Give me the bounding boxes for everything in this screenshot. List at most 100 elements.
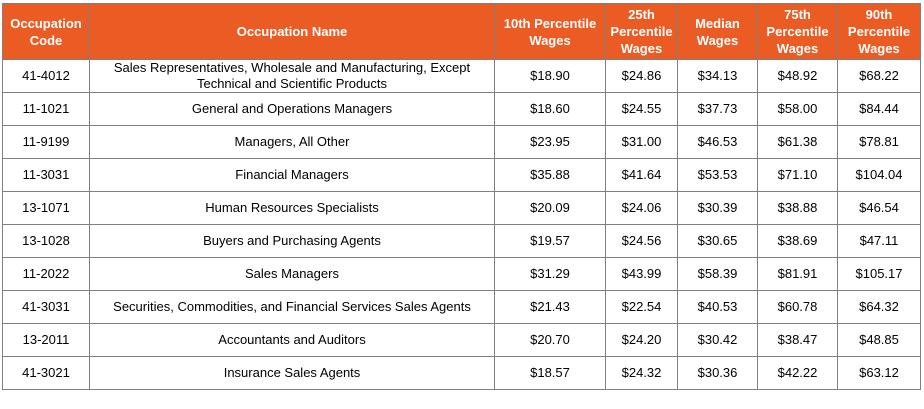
cell-75th-percentile: $58.00 — [757, 92, 838, 126]
cell-75th-percentile: $48.92 — [757, 59, 838, 93]
cell-25th-percentile: $24.86 — [605, 59, 678, 93]
cell-75th-percentile: $61.38 — [757, 125, 838, 159]
cell-occupation-code: 41-4012 — [2, 59, 90, 93]
table-row: 13-1071 Human Resources Specialists $20.… — [2, 191, 921, 225]
header-line: 75th — [784, 7, 811, 22]
table-row: 11-2022 Sales Managers $31.29 $43.99 $58… — [2, 257, 921, 291]
cell-25th-percentile: $24.56 — [605, 224, 678, 258]
cell-90th-percentile: $46.54 — [837, 191, 921, 225]
table-row: 13-2011 Accountants and Auditors $20.70 … — [2, 323, 921, 357]
cell-25th-percentile: $24.20 — [605, 323, 678, 357]
header-75th-percentile: 75th Percentile Wages — [757, 3, 838, 60]
cell-median: $40.53 — [677, 290, 758, 324]
table-row: 11-3031 Financial Managers $35.88 $41.64… — [2, 158, 921, 192]
header-25th-percentile: 25th Percentile Wages — [605, 3, 678, 60]
cell-75th-percentile: $71.10 — [757, 158, 838, 192]
cell-occupation-code: 11-3031 — [2, 158, 90, 192]
cell-10th-percentile: $20.70 — [494, 323, 606, 357]
cell-90th-percentile: $84.44 — [837, 92, 921, 126]
cell-occupation-name: Human Resources Specialists — [89, 191, 495, 225]
cell-median: $30.36 — [677, 356, 758, 390]
header-line: Wages — [776, 41, 819, 56]
header-10th-percentile: 10th Percentile Wages — [494, 3, 606, 60]
cell-median: $30.39 — [677, 191, 758, 225]
cell-occupation-name: Financial Managers — [89, 158, 495, 192]
cell-10th-percentile: $18.90 — [494, 59, 606, 93]
cell-occupation-name: Securities, Commodities, and Financial S… — [89, 290, 495, 324]
header-line: Code — [29, 32, 63, 48]
header-line: Percentile — [847, 24, 911, 39]
cell-occupation-code: 41-3031 — [2, 290, 90, 324]
cell-75th-percentile: $42.22 — [757, 356, 838, 390]
cell-90th-percentile: $105.17 — [837, 257, 921, 291]
header-line: Wages — [529, 32, 571, 48]
cell-90th-percentile: $68.22 — [837, 59, 921, 93]
cell-75th-percentile: $81.91 — [757, 257, 838, 291]
cell-occupation-name: Accountants and Auditors — [89, 323, 495, 357]
cell-10th-percentile: $20.09 — [494, 191, 606, 225]
cell-median: $30.65 — [677, 224, 758, 258]
header-line: Occupation — [10, 15, 82, 31]
cell-occupation-name: Buyers and Purchasing Agents — [89, 224, 495, 258]
cell-25th-percentile: $43.99 — [605, 257, 678, 291]
header-line: Percentile — [610, 24, 673, 39]
cell-median: $30.42 — [677, 323, 758, 357]
cell-median: $37.73 — [677, 92, 758, 126]
header-line: Wages — [620, 41, 663, 56]
header-line: Wages — [858, 41, 900, 56]
cell-occupation-code: 13-2011 — [2, 323, 90, 357]
table-body: 41-4012 Sales Representatives, Wholesale… — [2, 59, 921, 390]
cell-25th-percentile: $24.55 — [605, 92, 678, 126]
header-line: Median — [695, 15, 740, 31]
cell-90th-percentile: $48.85 — [837, 323, 921, 357]
cell-occupation-code: 13-1071 — [2, 191, 90, 225]
cell-occupation-code: 13-1028 — [2, 224, 90, 258]
header-row: Occupation Code Occupation Name 10th Per… — [2, 3, 921, 60]
header-median: Median Wages — [677, 3, 758, 60]
header-occupation-name: Occupation Name — [89, 3, 495, 60]
cell-median: $58.39 — [677, 257, 758, 291]
cell-10th-percentile: $21.43 — [494, 290, 606, 324]
cell-occupation-code: 41-3021 — [2, 356, 90, 390]
table-row: 41-3031 Securities, Commodities, and Fin… — [2, 290, 921, 324]
table-row: 41-3021 Insurance Sales Agents $18.57 $2… — [2, 356, 921, 390]
cell-25th-percentile: $24.06 — [605, 191, 678, 225]
cell-occupation-code: 11-1021 — [2, 92, 90, 126]
table-row: 41-4012 Sales Representatives, Wholesale… — [2, 59, 921, 93]
cell-occupation-name: Sales Representatives, Wholesale and Man… — [89, 59, 495, 93]
header-90th-percentile: 90th Percentile Wages — [837, 3, 921, 60]
cell-10th-percentile: $18.57 — [494, 356, 606, 390]
header-line: Percentile — [766, 24, 829, 39]
cell-25th-percentile: $24.32 — [605, 356, 678, 390]
cell-25th-percentile: $41.64 — [605, 158, 678, 192]
cell-occupation-name: Insurance Sales Agents — [89, 356, 495, 390]
cell-occupation-name: General and Operations Managers — [89, 92, 495, 126]
cell-10th-percentile: $31.29 — [494, 257, 606, 291]
table-row: 13-1028 Buyers and Purchasing Agents $19… — [2, 224, 921, 258]
header-line: 25th — [628, 7, 655, 22]
cell-10th-percentile: $18.60 — [494, 92, 606, 126]
table-row: 11-9199 Managers, All Other $23.95 $31.0… — [2, 125, 921, 159]
cell-75th-percentile: $38.88 — [757, 191, 838, 225]
header-line: 90th — [865, 7, 893, 22]
cell-75th-percentile: $38.47 — [757, 323, 838, 357]
name-line: Technical and Scientific Products — [196, 76, 388, 91]
cell-90th-percentile: $63.12 — [837, 356, 921, 390]
cell-occupation-code: 11-9199 — [2, 125, 90, 159]
cell-median: $53.53 — [677, 158, 758, 192]
table-row: 11-1021 General and Operations Managers … — [2, 92, 921, 126]
cell-median: $34.13 — [677, 59, 758, 93]
cell-90th-percentile: $104.04 — [837, 158, 921, 192]
cell-10th-percentile: $19.57 — [494, 224, 606, 258]
cell-75th-percentile: $60.78 — [757, 290, 838, 324]
cell-10th-percentile: $35.88 — [494, 158, 606, 192]
name-line: Sales Representatives, Wholesale and Man… — [113, 60, 471, 76]
cell-median: $46.53 — [677, 125, 758, 159]
wages-table: Occupation Code Occupation Name 10th Per… — [2, 3, 921, 390]
cell-occupation-code: 11-2022 — [2, 257, 90, 291]
header-occupation-code: Occupation Code — [2, 3, 90, 60]
table-header: Occupation Code Occupation Name 10th Per… — [2, 3, 921, 60]
cell-25th-percentile: $31.00 — [605, 125, 678, 159]
cell-75th-percentile: $38.69 — [757, 224, 838, 258]
cell-occupation-name: Sales Managers — [89, 257, 495, 291]
